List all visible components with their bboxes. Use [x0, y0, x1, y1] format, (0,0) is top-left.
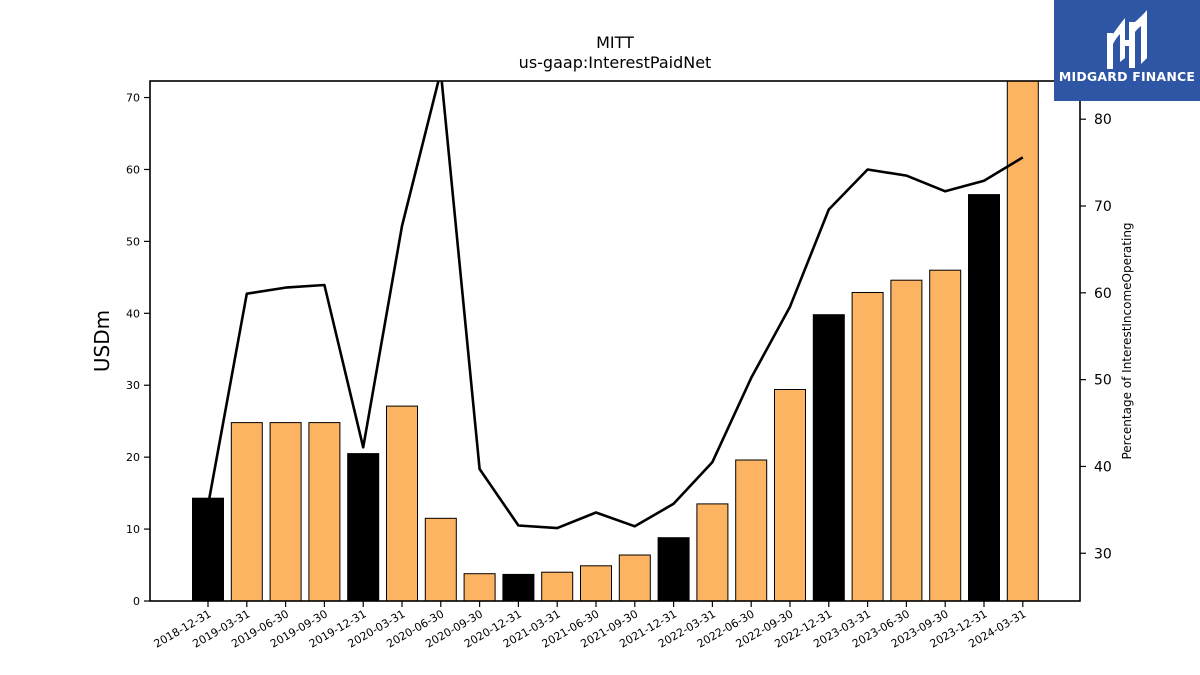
- y2-tick-label: 30: [1094, 546, 1112, 562]
- line-series: [206, 81, 1024, 530]
- x-axis: 2018-12-312019-03-312019-06-302019-09-30…: [152, 601, 1028, 651]
- left-y-axis: 0 10 20 30 40 50 60 70: [126, 92, 150, 608]
- bar-2022-09-30: [774, 389, 806, 602]
- bar-2021-12-31: [657, 537, 690, 602]
- y2-tick-label: 40: [1094, 459, 1112, 475]
- bar-2023-09-30: [929, 269, 962, 602]
- right-y-axis: 30 40 50 60 70 80: [1080, 112, 1112, 562]
- y-tick-label: 10: [126, 523, 140, 536]
- y2-axis-label: Percentage of InterestIncomeOperating: [1120, 222, 1134, 459]
- bar-2022-03-31: [696, 503, 729, 602]
- bar-2022-12-31: [812, 314, 845, 602]
- bar-2023-06-30: [890, 279, 923, 602]
- y2-tick-label: 60: [1094, 286, 1112, 302]
- y-tick-label: 30: [126, 379, 140, 392]
- y2-tick-label: 50: [1094, 373, 1112, 389]
- bar-2020-12-31: [502, 573, 535, 602]
- line-percentage: [206, 81, 1024, 530]
- brand-logo: MIDGARD FINANCE: [1054, 0, 1200, 101]
- bar-2023-12-31: [968, 194, 1000, 602]
- y-tick-label: 20: [126, 451, 140, 464]
- bar-2019-12-31: [347, 453, 380, 602]
- bar-2020-03-31: [386, 405, 418, 602]
- bar-2021-06-30: [580, 565, 612, 602]
- bar-2022-06-30: [735, 459, 768, 602]
- bar-2019-09-30: [308, 422, 341, 602]
- bar-2021-09-30: [618, 554, 651, 602]
- bar-2024-03-31: [1006, 80, 1039, 602]
- y-axis-label: USDm: [90, 310, 114, 372]
- brand-name: MIDGARD FINANCE: [1058, 69, 1196, 84]
- bar-series: [192, 80, 1039, 602]
- bar-2019-03-31: [230, 422, 263, 602]
- plot-frame: [149, 80, 1081, 602]
- y2-tick-label: 80: [1094, 112, 1112, 128]
- y-tick-label: 50: [126, 235, 140, 248]
- bar-2023-03-31: [851, 292, 884, 602]
- bar-2021-03-31: [541, 571, 574, 602]
- y-tick-label: 70: [126, 92, 140, 105]
- y-tick-label: 60: [126, 163, 140, 176]
- bar-2020-09-30: [463, 573, 496, 602]
- midgard-finance-mark-icon: [1107, 10, 1147, 69]
- y-tick-label: 40: [126, 307, 140, 320]
- y-tick-label: 0: [133, 595, 140, 608]
- bar-2020-06-30: [424, 517, 457, 602]
- chart-title: MITT: [596, 33, 634, 52]
- chart-subtitle: us-gaap:InterestPaidNet: [519, 53, 712, 72]
- bar-2019-06-30: [269, 422, 302, 602]
- y2-tick-label: 70: [1094, 199, 1112, 215]
- bar-2018-12-31: [192, 497, 224, 602]
